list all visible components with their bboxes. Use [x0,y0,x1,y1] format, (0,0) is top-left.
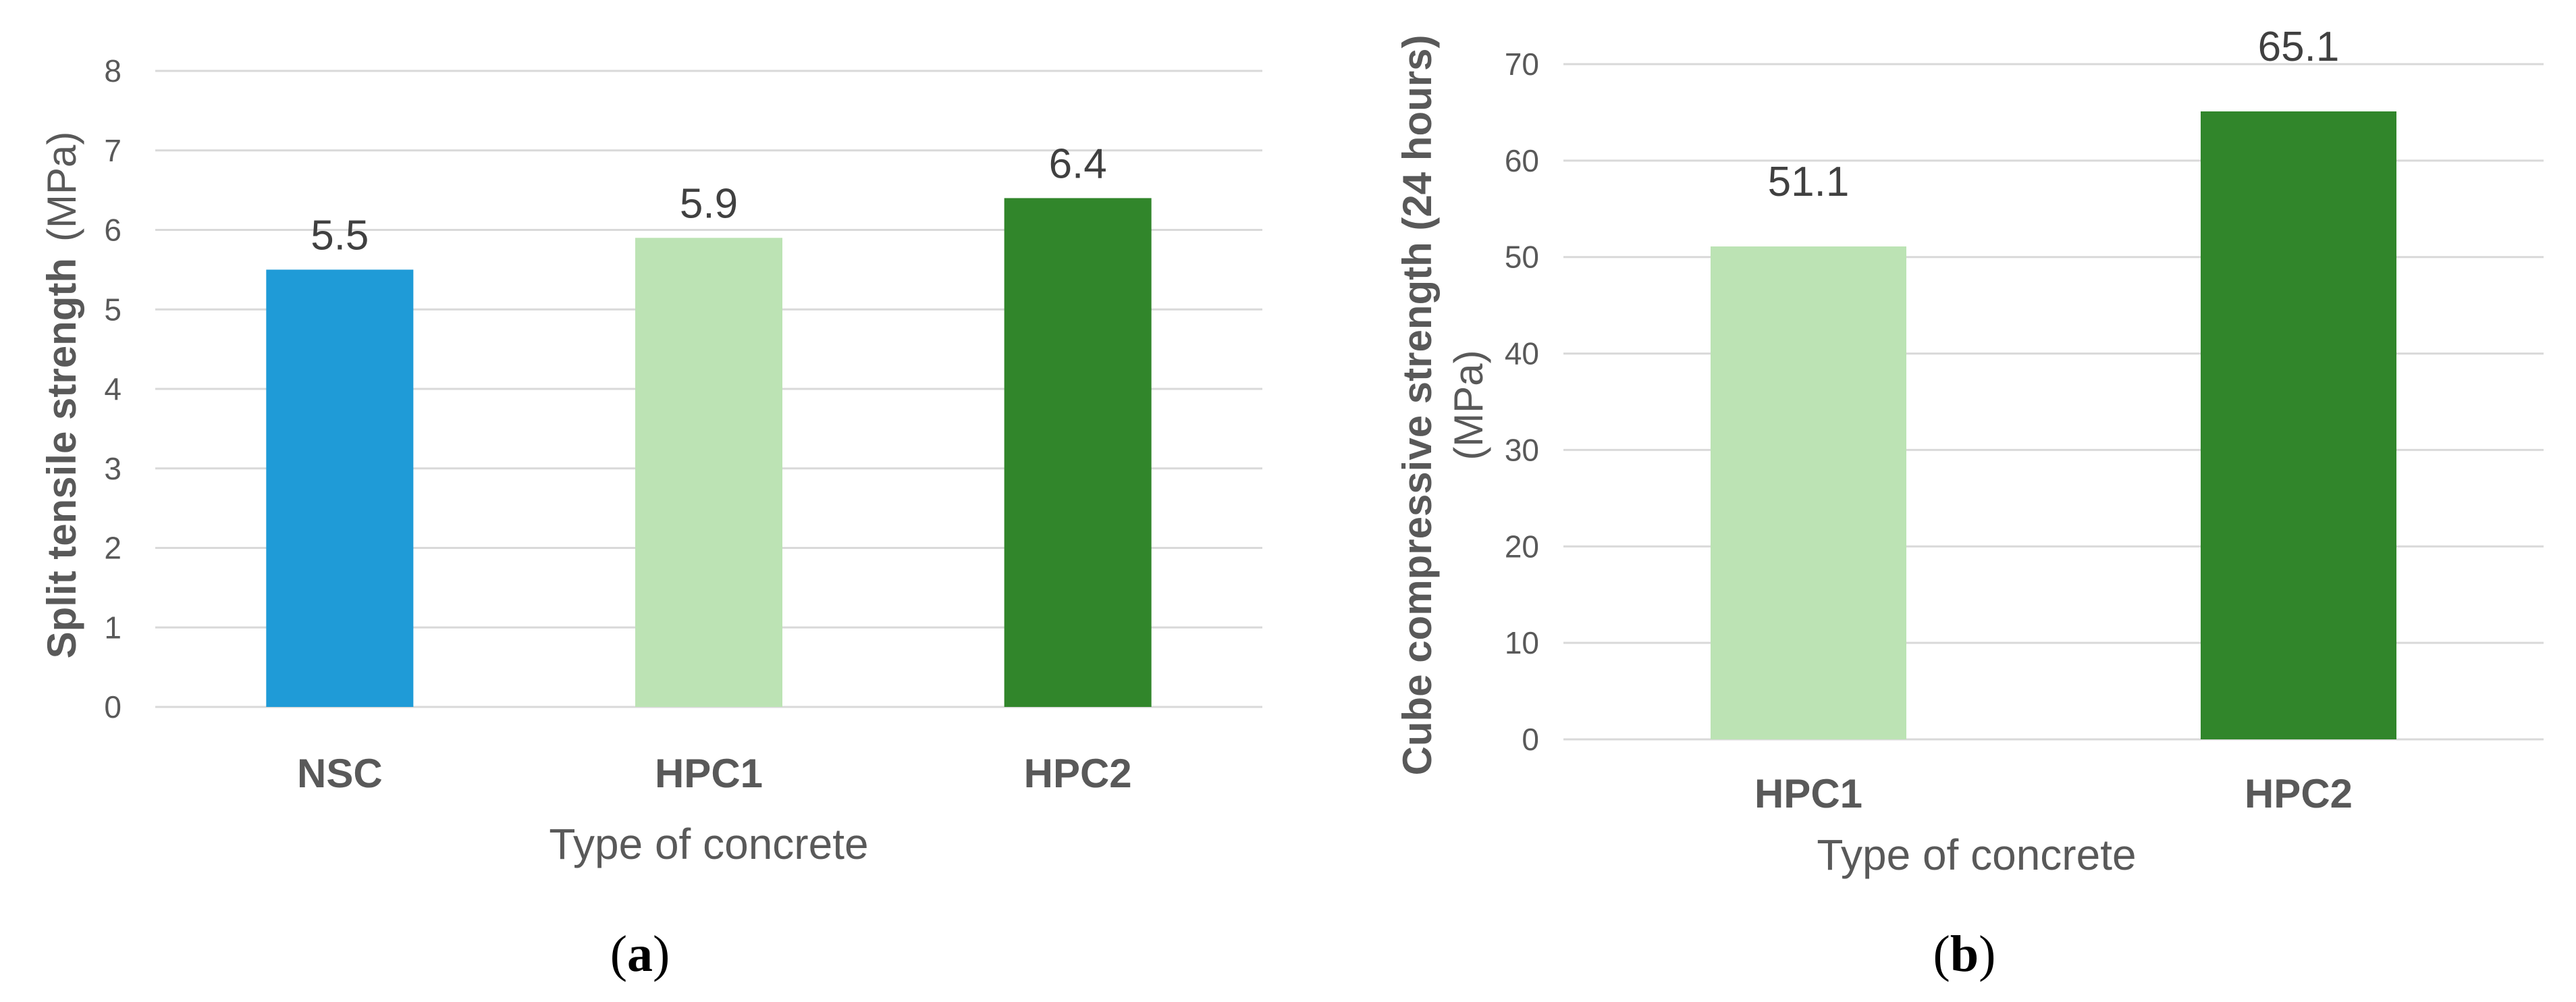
chart-a-y-ticks: 0 1 2 3 4 5 6 7 8 [104,53,122,724]
chart-a-y-tick-label: 1 [104,610,122,645]
chart-a-panel-label: (a) [610,926,670,982]
chart-b-y-tick-label: 20 [1505,529,1539,564]
chart-a-data-label: 5.9 [680,180,738,227]
chart-b-y-tick-label: 40 [1505,336,1539,371]
chart-b-data-labels: 51.1 65.1 [1768,24,2340,205]
chart-a-y-tick-label: 2 [104,531,122,566]
chart-a-bar-hpc1 [635,238,782,707]
chart-b-category-labels: HPC1 HPC2 [1754,771,2353,816]
chart-b-bar-hpc1 [1711,246,1906,739]
chart-a-bars [266,198,1152,707]
chart-a-bar-nsc [266,269,414,707]
chart-b-panel-close: ) [1979,926,1995,982]
chart-b-y-tick-label: 10 [1505,625,1539,660]
chart-a-panel-close: ) [653,926,670,982]
chart-a-panel-letter: a [627,926,653,982]
chart-a-y-axis-title-main: Split tensile strength [39,258,84,658]
chart-b-y-tick-label: 0 [1522,722,1539,757]
chart-b-y-tick-label: 30 [1505,432,1539,467]
chart-b-gridlines [1563,63,2544,741]
chart-a-y-tick-label: 7 [104,133,122,168]
chart-a-data-label: 6.4 [1049,140,1107,187]
chart-b-y-ticks: 0 10 20 30 40 50 60 70 [1505,47,1539,757]
chart-a-category-label: NSC [297,751,383,796]
chart-a-y-axis-title: Split tensile strength (MPa) [39,132,84,659]
chart-a-y-tick-label: 8 [104,53,122,88]
chart-b-y-axis-title-line1: Cube compressive strength (24 hours) [1395,35,1440,776]
chart-b-y-tick-label: 70 [1505,47,1539,82]
chart-b-bar-hpc2 [2201,111,2396,739]
chart-a-category-label: HPC2 [1024,751,1132,796]
chart-b: 0 10 20 30 40 50 60 70 51.1 65.1 HPC1 HPC2 Type o… [1395,24,2544,982]
chart-b-data-label: 65.1 [2258,24,2340,70]
chart-a-y-tick-label: 3 [104,451,122,486]
chart-a-y-axis-title-unit: (MPa) [39,132,84,242]
chart-b-y-axis-title-line2: (MPa) [1446,350,1491,460]
chart-a-category-labels: NSC HPC1 HPC2 [297,751,1132,796]
chart-a: 0 1 2 3 4 5 6 7 8 5.5 5.9 6.4 NSC HPC1 HPC2 Type of … [39,53,1262,982]
chart-b-panel-letter: b [1950,926,1979,982]
chart-a-y-tick-label: 0 [104,689,122,724]
chart-a-data-labels: 5.5 5.9 6.4 [311,140,1107,259]
chart-a-category-label: HPC1 [655,751,763,796]
chart-a-x-axis-title: Type of concrete [549,820,868,868]
chart-a-y-tick-label: 4 [104,371,122,406]
chart-b-y-tick-label: 60 [1505,143,1539,178]
chart-b-category-label: HPC1 [1754,771,1862,816]
chart-b-data-label: 51.1 [1768,159,1850,205]
chart-a-data-label: 5.5 [311,212,369,259]
chart-b-bars [1711,111,2396,739]
chart-a-bar-hpc2 [1004,198,1152,707]
chart-b-panel-open: ( [1933,926,1950,982]
chart-a-panel-open: ( [610,926,627,982]
chart-b-y-tick-label: 50 [1505,240,1539,275]
chart-b-panel-label: (b) [1933,926,1996,982]
chart-b-category-label: HPC2 [2245,771,2353,816]
chart-b-x-axis-title: Type of concrete [1817,830,2136,879]
chart-a-y-tick-label: 6 [104,213,122,248]
chart-a-y-tick-label: 5 [104,292,122,327]
